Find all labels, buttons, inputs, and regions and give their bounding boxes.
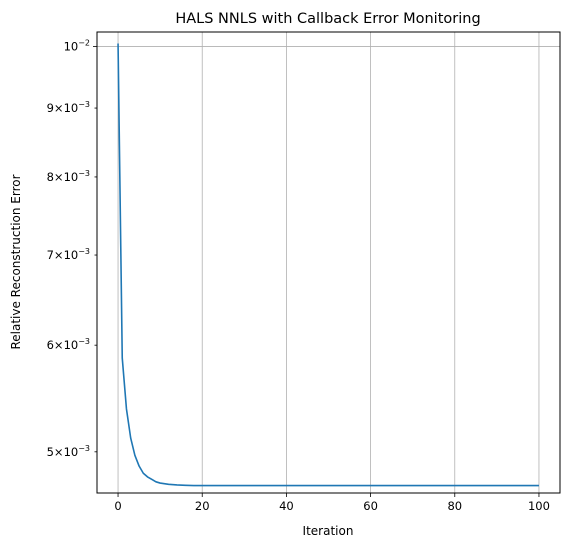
x-tick-layer: 0 20 40 60 80 100 [114, 493, 550, 513]
y-tick-label: 9×10−3 [47, 100, 90, 115]
y-tick-exponent: −3 [78, 444, 90, 453]
x-tick-label: 100 [528, 499, 550, 513]
x-tick-label: 0 [114, 499, 121, 513]
y-tick-label: 7×10−3 [47, 247, 90, 262]
x-tick-label: 60 [363, 499, 378, 513]
y-tick-exponent: −3 [78, 169, 90, 178]
y-tick-exponent: −3 [78, 100, 90, 109]
x-tick-label: 40 [279, 499, 294, 513]
series-line [117, 43, 539, 487]
y-tick-label: 6×10−3 [47, 337, 90, 352]
y-tick-exponent: −3 [78, 337, 90, 346]
y-tick-mantissa: 5 [47, 445, 54, 459]
y-tick-exponent: −3 [78, 247, 90, 256]
y-tick-exponent: −2 [78, 38, 90, 47]
y-tick-mantissa: 6 [47, 338, 54, 352]
x-tick-label: 80 [447, 499, 462, 513]
y-tick-label: 5×10−3 [47, 444, 90, 459]
y-tick-label: 8×10−3 [47, 169, 90, 184]
y-tick-layer: 10−2 9×10−3 8×10−3 7×10−3 6×10−3 5×10−3 [47, 38, 97, 459]
y-axis-label: Relative Reconstruction Error [9, 174, 23, 349]
y-tick-mantissa: 7 [47, 248, 54, 262]
chart-title: HALS NNLS with Callback Error Monitoring [175, 11, 480, 27]
y-tick-label: 10−2 [64, 38, 90, 53]
y-tick-mantissa: 8 [47, 170, 54, 184]
plot-frame [96, 31, 561, 494]
x-tick-label: 20 [195, 499, 210, 513]
x-axis-label: Iteration [303, 524, 354, 538]
y-tick-mantissa: 9 [47, 101, 54, 115]
grid-layer [97, 32, 560, 493]
series-layer [117, 43, 539, 487]
